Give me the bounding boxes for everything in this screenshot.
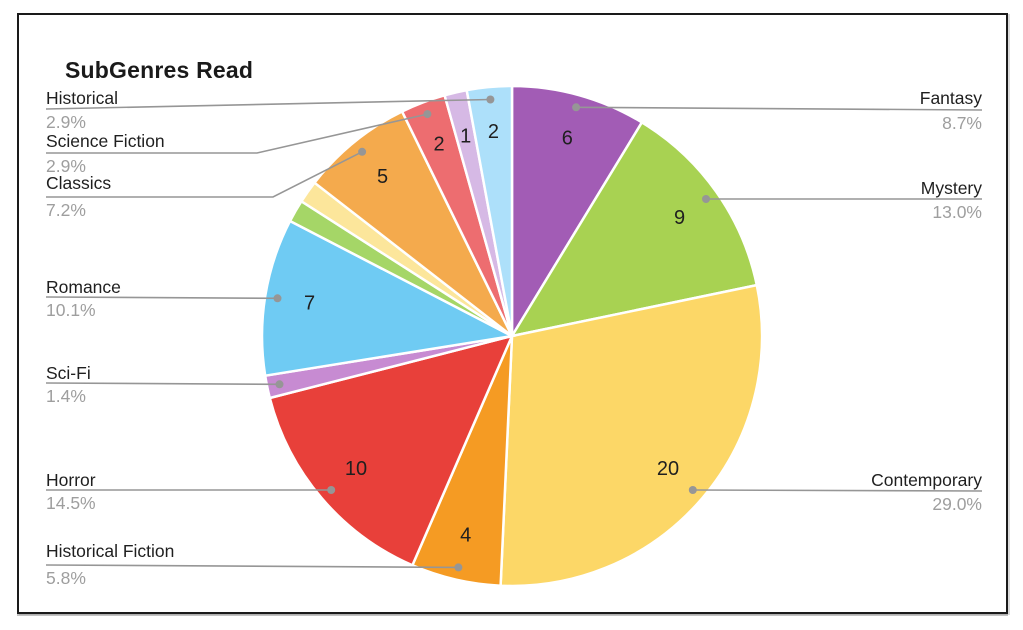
callout-dot-science-fiction: [423, 110, 432, 119]
pie-slice-horror[interactable]: [268, 334, 515, 567]
callout-dot-horror: [327, 486, 336, 494]
callout-dot-historical: [486, 95, 495, 104]
chart-title: SubGenres Read: [65, 57, 254, 83]
pie-slice-contemporary[interactable]: [499, 283, 764, 588]
callout-dot-fantasy: [572, 103, 581, 112]
slice-value-historical-fiction: 4: [460, 525, 471, 547]
callout-percent-sci-fi: 1.4%: [46, 386, 86, 406]
slice-value-classics: 5: [377, 166, 388, 188]
callout-label-fantasy: Fantasy: [919, 88, 982, 108]
pie-slice-classics[interactable]: [312, 109, 514, 337]
callout-percent-historical-fiction: 5.8%: [46, 568, 86, 588]
callout-percent-contemporary: 29.0%: [932, 494, 982, 514]
callout-label-historical-fiction: Historical Fiction: [46, 541, 175, 561]
slice-value-horror: 10: [345, 458, 367, 480]
callout-line-romance: [45, 296, 278, 300]
callout-line-contemporary: [692, 489, 983, 492]
callout-label-contemporary: Contemporary: [871, 470, 982, 490]
slice-value-unlabeled-11: 1: [460, 125, 471, 147]
callout-label-romance: Romance: [46, 277, 121, 297]
callout-dot-historical-fiction: [454, 563, 463, 572]
slice-value-historical: 2: [488, 121, 499, 143]
callout-label-horror: Horror: [46, 470, 96, 490]
callout-line-science-fiction: [46, 113, 428, 154]
callout-label-sci-fi: Sci-Fi: [46, 363, 91, 383]
callout-label-science-fiction: Science Fiction: [46, 131, 165, 151]
callout-dot-sci-fi: [275, 380, 284, 389]
callout-percent-horror: 14.5%: [46, 493, 96, 513]
callout-percent-fantasy: 8.7%: [942, 113, 982, 133]
pie-slice-fantasy[interactable]: [510, 84, 644, 341]
pie-slice-historical[interactable]: [465, 84, 514, 337]
callout-label-classics: Classics: [46, 173, 112, 193]
callout-label-mystery: Mystery: [920, 178, 982, 198]
callout-percent-science-fiction: 2.9%: [46, 156, 86, 176]
callout-line-fantasy: [576, 106, 983, 111]
pie-slice-romance[interactable]: [260, 219, 516, 378]
callout-line-classics: [46, 151, 363, 198]
callout-dot-contemporary: [688, 486, 697, 494]
pie-slice-mystery[interactable]: [509, 120, 759, 338]
callout-line-sci-fi: [45, 382, 280, 386]
slice-value-science-fiction: 2: [433, 133, 444, 155]
callout-label-historical: Historical: [46, 88, 118, 108]
callout-line-historical: [45, 98, 491, 110]
callout-dot-mystery: [702, 195, 710, 203]
callout-percent-romance: 10.1%: [46, 300, 96, 320]
callout-percent-classics: 7.2%: [46, 200, 86, 220]
slice-value-fantasy: 6: [562, 128, 573, 150]
callout-dot-romance: [273, 294, 282, 303]
callout-dot-classics: [358, 147, 367, 156]
slice-value-mystery: 9: [674, 207, 685, 229]
slice-value-contemporary: 20: [657, 458, 679, 480]
callout-percent-mystery: 13.0%: [932, 202, 982, 222]
callout-percent-historical: 2.9%: [46, 112, 86, 132]
slice-value-romance: 7: [304, 293, 315, 315]
callout-line-historical-fiction: [45, 564, 459, 569]
